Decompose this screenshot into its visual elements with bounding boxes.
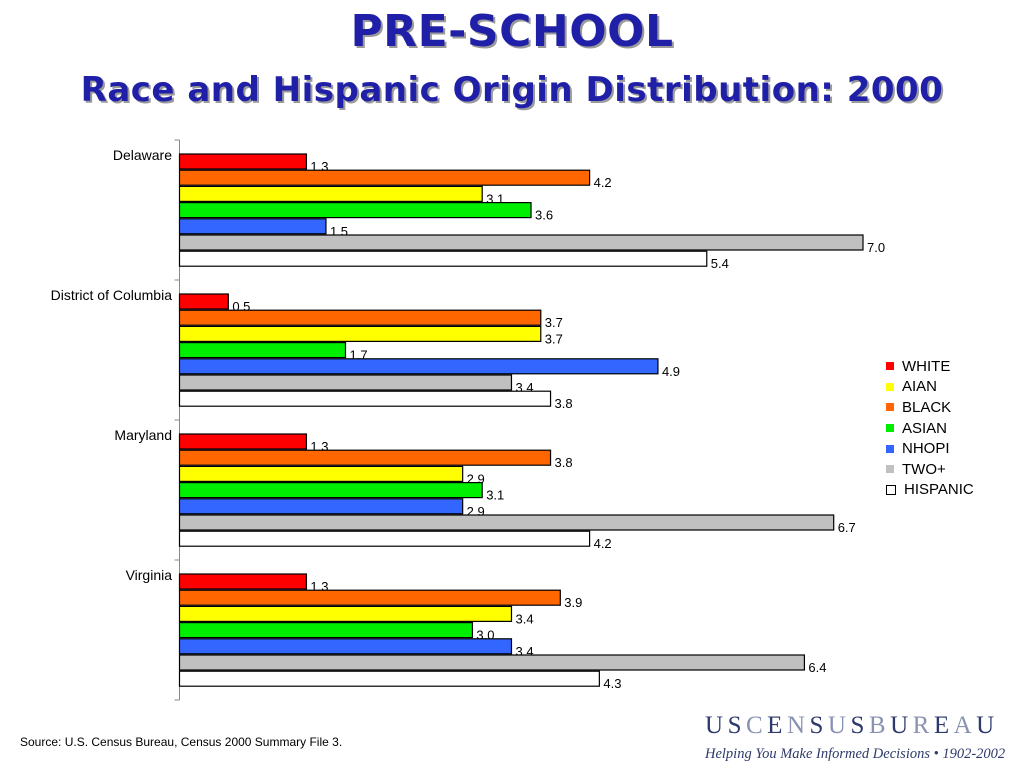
bar-value-label: 7.0 <box>867 240 885 255</box>
bar-hispanic <box>178 390 552 407</box>
legend-item: TWO+ <box>886 459 974 480</box>
bar-value-label: 3.7 <box>545 315 563 330</box>
bar-nhopi <box>178 638 513 655</box>
bar-black <box>178 309 542 326</box>
logo-letter: A <box>953 712 977 739</box>
legend-swatch <box>886 424 894 433</box>
legend-item: NHOPI <box>886 438 974 459</box>
logo-letter: U <box>827 712 851 739</box>
legend-label: TWO+ <box>902 460 946 478</box>
bar-asian <box>178 202 532 219</box>
bar-nhopi <box>178 358 659 375</box>
bar-two-plus <box>178 234 864 251</box>
bar-nhopi <box>178 218 327 235</box>
bar-value-label: 6.7 <box>838 520 856 535</box>
legend-swatch <box>886 484 896 495</box>
bar-value-label: 4.2 <box>594 175 612 190</box>
bar-white <box>178 153 308 170</box>
logo-letter: R <box>912 712 934 739</box>
bar-value-label: 4.3 <box>603 676 621 691</box>
logo-letter: C <box>745 712 768 739</box>
category-label: Virginia <box>126 567 173 583</box>
bar-black <box>178 169 591 186</box>
bar-value-label: 3.8 <box>555 396 573 411</box>
bar-aian <box>178 605 513 623</box>
bar-asian <box>178 621 474 639</box>
logo-letter: S <box>809 712 828 739</box>
bar-hispanic <box>178 250 708 267</box>
bar-aian <box>178 185 483 202</box>
bar-value-label: 3.6 <box>535 208 553 223</box>
bar-value-label: 3.1 <box>486 488 504 503</box>
bar-value-label: 3.4 <box>515 611 533 626</box>
legend-label: HISPANIC <box>904 481 974 499</box>
legend-label: ASIAN <box>902 419 948 437</box>
legend-label: WHITE <box>902 357 951 375</box>
legend-label: BLACK <box>902 398 952 416</box>
legend-swatch <box>886 465 894 474</box>
bar-value-label: 3.7 <box>545 331 563 346</box>
category-label: Delaware <box>113 147 172 163</box>
bar-hispanic <box>178 670 600 687</box>
logo-wordmark: USCENSUSBUREAU <box>705 712 1020 740</box>
bar-value-label: 4.9 <box>662 364 680 379</box>
census-bureau-logo: USCENSUSBUREAU Helping You Make Informed… <box>705 712 1020 763</box>
bar-value-label: 3.9 <box>564 595 582 610</box>
logo-letter: N <box>786 712 810 739</box>
bar-value-label: 3.8 <box>555 455 573 470</box>
bar-two-plus <box>178 514 835 531</box>
logo-letter: E <box>933 712 954 739</box>
category-label: District of Columbia <box>51 287 173 303</box>
legend-swatch <box>886 382 894 391</box>
bar-white <box>178 433 308 450</box>
legend-swatch <box>886 403 894 412</box>
bar-value-label: 5.4 <box>711 256 729 271</box>
category-label: Maryland <box>114 427 172 443</box>
bar-black <box>178 589 561 606</box>
bar-white <box>178 573 308 590</box>
bar-two-plus <box>178 654 806 671</box>
legend-item: WHITE <box>886 356 974 377</box>
legend-swatch <box>886 362 894 371</box>
logo-letter: E <box>767 712 787 739</box>
bar-aian <box>178 465 464 482</box>
source-note: Source: U.S. Census Bureau, Census 2000 … <box>20 735 343 749</box>
logo-letter: U <box>890 712 913 739</box>
legend-label: NHOPI <box>902 440 950 458</box>
bar-aian <box>178 325 542 342</box>
logo-letter: S <box>850 712 869 739</box>
bar-black <box>178 449 552 466</box>
legend-item: ASIAN <box>886 418 974 439</box>
chart-title: PRE-SCHOOL <box>350 6 674 57</box>
logo-letter: B <box>868 712 891 739</box>
bar-hispanic <box>178 530 591 547</box>
logo-letter: S <box>727 712 746 739</box>
logo-letter: U <box>976 712 999 739</box>
bar-white <box>178 293 229 310</box>
bar-value-label: 4.2 <box>594 536 612 551</box>
logo-letter: U <box>705 712 728 739</box>
chart-legend: WHITE AIAN BLACK ASIAN NHOPI TWO+ HISPANIC <box>886 356 974 500</box>
legend-item: AIAN <box>886 377 974 398</box>
bar-asian <box>178 482 483 499</box>
bar-nhopi <box>178 498 464 515</box>
legend-item: BLACK <box>886 397 974 418</box>
legend-item: HISPANIC <box>886 480 974 501</box>
bar-value-label: 6.4 <box>808 660 826 675</box>
logo-tagline: Helping You Make Informed Decisions • 19… <box>705 746 1006 762</box>
bar-two-plus <box>178 374 513 391</box>
legend-label: AIAN <box>902 378 938 396</box>
legend-swatch <box>886 444 894 453</box>
bar-asian <box>178 342 347 359</box>
chart-subtitle: Race and Hispanic Origin Distribution: 2… <box>80 70 944 110</box>
